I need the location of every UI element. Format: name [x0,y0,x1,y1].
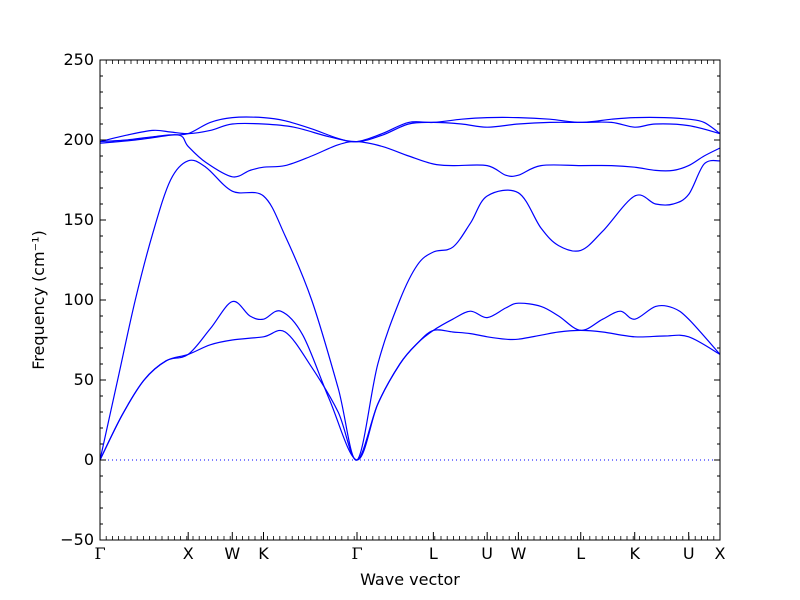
x-tick-label: Γ [351,544,362,563]
x-tick-label: W [224,544,240,563]
x-tick-label: X [183,544,194,563]
y-axis-label: Frequency (cm⁻¹) [29,230,48,369]
y-tick-label: 0 [84,450,94,469]
y-tick-label: 250 [63,50,94,69]
band-line-3 [99,159,721,461]
x-tick-label: X [715,544,726,563]
x-tick-label: K [629,544,640,563]
x-tick-label: W [510,544,526,563]
y-tick-label: −50 [60,530,94,549]
band-line-6 [99,116,721,144]
band-line-2 [99,300,721,461]
band-line-4 [99,134,721,178]
x-tick-label: L [576,544,585,563]
x-tick-label: L [429,544,438,563]
x-tick-label: U [481,544,493,563]
y-tick-label: 200 [63,130,94,149]
x-tick-label: Γ [94,544,105,563]
plot-layer [99,116,721,461]
y-tick-label: 150 [63,210,94,229]
y-tick-label: 100 [63,290,94,309]
y-tick-label: 50 [74,370,94,389]
x-tick-label: U [683,544,695,563]
x-axis-label: Wave vector [360,570,460,589]
x-tick-label: K [258,544,269,563]
